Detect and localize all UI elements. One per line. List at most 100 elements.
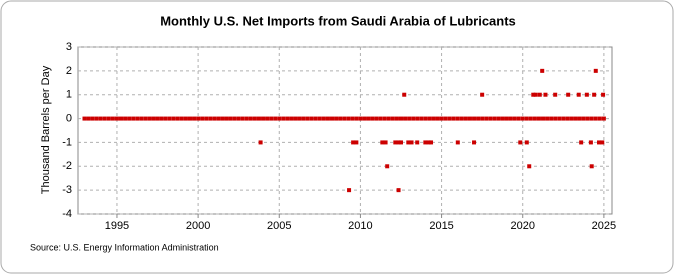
data-point [593,116,598,121]
data-point [289,116,294,121]
data-point [520,116,525,121]
data-point [536,116,541,121]
data-point [561,116,566,121]
data-point [584,92,589,97]
y-tick-label: -4 [62,208,72,220]
data-point [431,116,436,121]
data-point [232,116,237,121]
data-point [94,116,99,121]
data-point [102,116,107,121]
data-point [429,140,434,145]
data-point [386,116,391,121]
data-point [549,116,554,121]
data-point [419,116,424,121]
data-point [269,116,274,121]
data-point [317,116,322,121]
x-tick-label: 2025 [592,220,616,232]
data-point [224,116,229,121]
data-point [385,164,390,169]
data-point [488,116,493,121]
data-point [601,92,606,97]
data-point [492,116,497,121]
data-point [179,116,184,121]
data-point [297,116,302,121]
x-tick-label: 2000 [186,220,210,232]
data-point [342,116,347,121]
data-point [531,92,536,97]
data-point [196,116,201,121]
data-point [273,116,278,121]
data-point [600,140,605,145]
data-point [409,140,414,145]
data-point [351,140,356,145]
data-point [261,116,266,121]
data-point [248,116,253,121]
data-point [573,116,578,121]
data-point [171,116,176,121]
data-point [566,92,571,97]
y-tick-label: 3 [66,41,72,53]
data-point [532,116,537,121]
data-point [518,140,523,145]
data-point [411,116,416,121]
plot-area [77,46,613,215]
data-point [565,116,570,121]
data-point [228,116,233,121]
data-point [588,140,593,145]
data-point [597,116,602,121]
data-point [545,116,550,121]
data-point [524,140,529,145]
data-point [557,116,562,121]
data-point [163,116,168,121]
data-point [472,140,477,145]
data-point [252,116,257,121]
data-point [325,116,330,121]
data-point [293,116,298,121]
y-tick-label: 1 [66,89,72,101]
data-point [589,164,594,169]
data-point [398,116,403,121]
data-point [220,116,225,121]
data-point [106,116,111,121]
data-point [347,188,352,193]
data-point [472,116,477,121]
data-point [435,116,440,121]
data-point [407,116,412,121]
data-point [451,116,456,121]
data-point [281,116,286,121]
data-point [147,116,152,121]
data-point [540,68,545,73]
data-point [426,140,431,145]
data-point [601,116,606,121]
data-point [183,116,188,121]
data-point [569,116,574,121]
data-point [396,140,401,145]
data-point [305,116,310,121]
data-point [192,116,197,121]
data-point [406,140,411,145]
data-point [354,140,359,145]
data-point [330,116,335,121]
y-tick-label: -1 [62,136,72,148]
data-point [427,116,432,121]
y-tick-label: -3 [62,184,72,196]
data-point [504,116,509,121]
data-point [537,92,542,97]
data-point [127,116,132,121]
x-tick-label: 2005 [267,220,291,232]
data-point [110,116,115,121]
y-tick-label: 0 [66,112,72,124]
data-point [354,116,359,121]
data-point [533,92,538,97]
data-point [593,68,598,73]
data-point [382,116,387,121]
data-point [480,92,485,97]
data-point [244,116,249,121]
data-point [463,116,468,121]
data-point [398,140,403,145]
data-point [216,116,221,121]
data-point [258,140,263,145]
data-point [370,116,375,121]
data-point [98,116,103,121]
